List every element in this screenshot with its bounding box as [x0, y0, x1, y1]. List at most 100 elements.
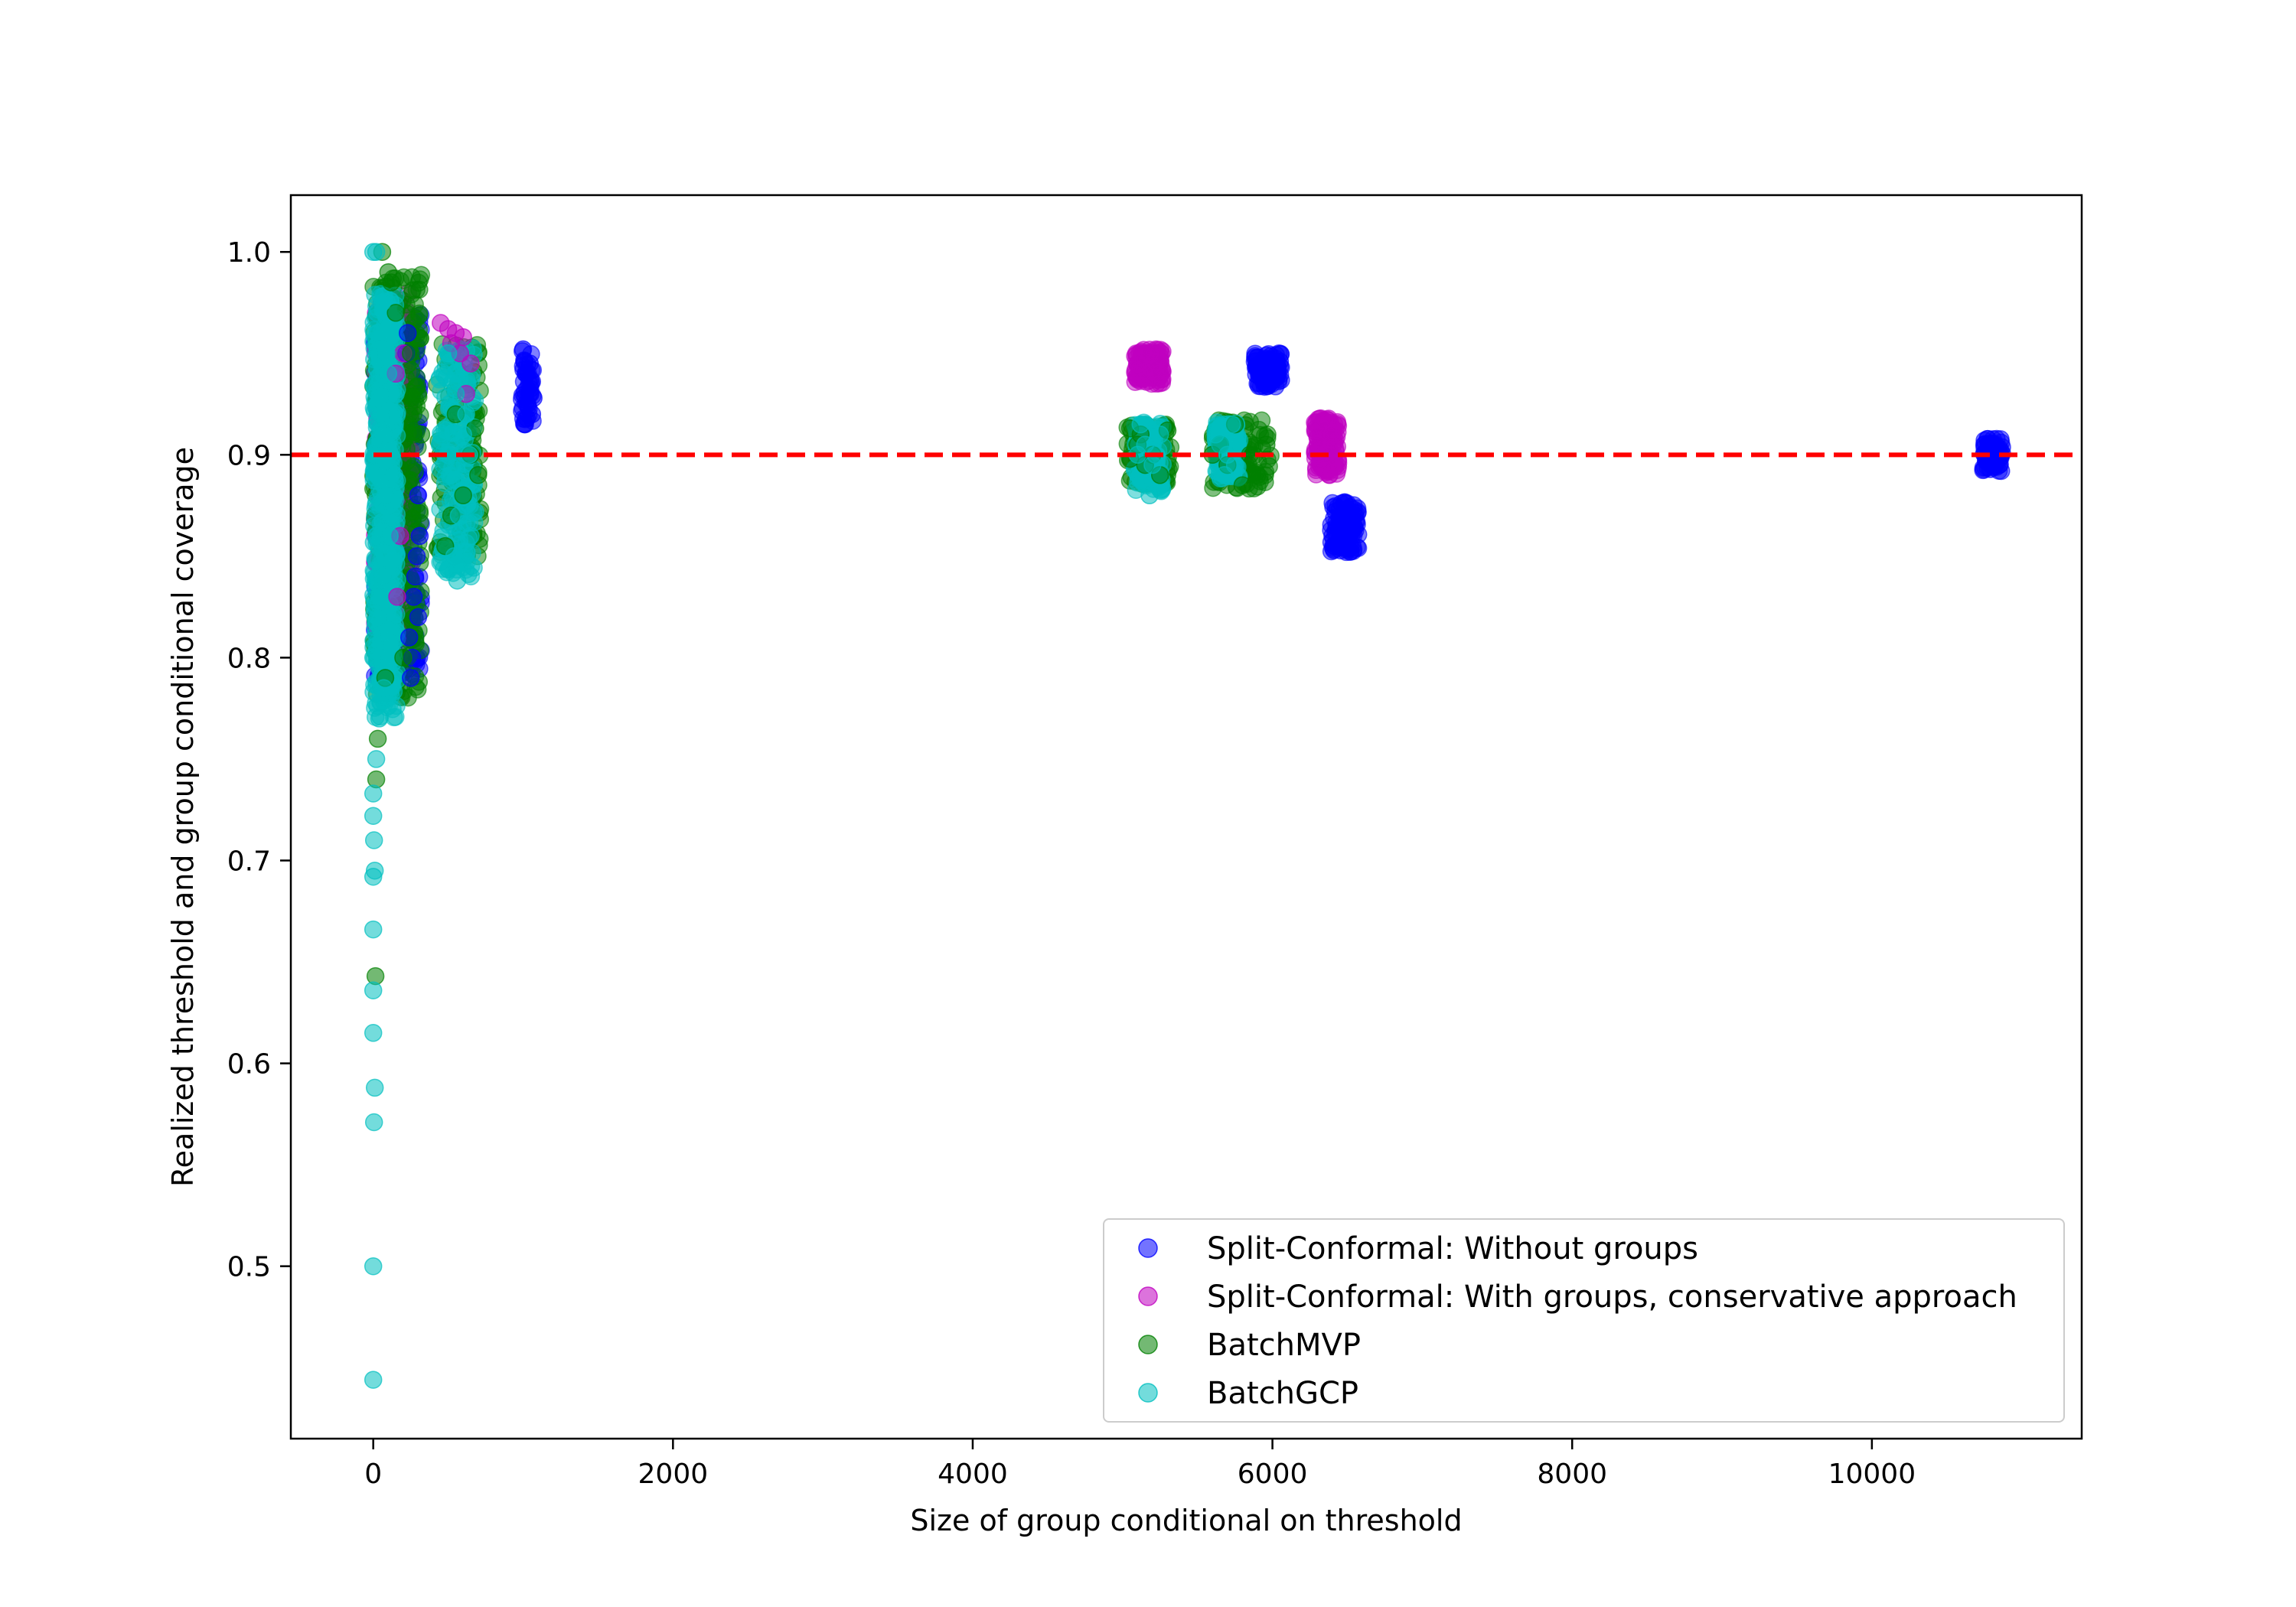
data-point	[364, 981, 383, 999]
data-point	[373, 567, 392, 586]
y-tick-label: 0.7	[227, 846, 271, 877]
data-point	[367, 304, 386, 322]
data-point	[364, 1371, 383, 1389]
data-point	[377, 344, 396, 363]
data-point	[439, 344, 458, 363]
data-point	[409, 486, 428, 505]
data-point	[364, 920, 383, 939]
data-point	[364, 648, 383, 667]
cluster-point	[403, 502, 422, 521]
cluster-point	[430, 435, 449, 455]
data-point	[394, 648, 413, 667]
data-point	[398, 324, 417, 343]
data-point	[364, 784, 383, 803]
data-point	[469, 466, 488, 484]
data-point	[1342, 523, 1362, 541]
data-point	[365, 1078, 384, 1097]
data-point	[1248, 466, 1267, 484]
data-point	[1146, 352, 1165, 371]
data-point	[1325, 541, 1343, 559]
data-point	[364, 1024, 383, 1042]
data-point	[379, 364, 398, 383]
data-point	[1206, 425, 1225, 444]
data-point	[388, 588, 406, 606]
plot-frame	[289, 194, 2083, 1440]
cluster-point	[365, 468, 383, 487]
data-point	[1150, 425, 1169, 444]
data-point	[1981, 460, 2000, 478]
data-point	[517, 409, 536, 428]
data-point	[1222, 415, 1241, 434]
x-tick-label: 4000	[938, 1459, 1008, 1490]
x-tick-label: 10000	[1828, 1459, 1916, 1490]
y-tick-label: 1.0	[227, 237, 271, 269]
data-point	[364, 1113, 383, 1132]
data-point	[370, 588, 389, 606]
data-point	[1233, 476, 1252, 494]
data-point	[385, 466, 403, 484]
data-point	[446, 385, 465, 403]
data-point	[386, 304, 405, 322]
y-tick-label: 0.8	[227, 643, 271, 674]
data-point	[1257, 435, 1276, 454]
y-axis-ticks: 0.5 0.6 0.7 0.8 0.9 1.0	[227, 237, 291, 1283]
data-point	[364, 831, 383, 849]
cluster-point	[1250, 420, 1268, 439]
data-point	[457, 405, 475, 424]
data-point	[382, 507, 400, 525]
x-tick-label: 0	[364, 1459, 382, 1490]
data-point	[386, 385, 405, 403]
data-point	[376, 486, 395, 505]
data-point	[442, 466, 461, 484]
data-point	[401, 669, 420, 687]
data-point	[382, 273, 400, 292]
data-point	[409, 608, 428, 627]
data-point	[1257, 346, 1276, 365]
data-point	[466, 502, 484, 521]
data-point	[374, 425, 393, 444]
legend-label: BatchGCP	[1207, 1376, 1358, 1411]
data-point	[448, 571, 467, 590]
data-point	[524, 389, 543, 407]
data-point	[1140, 486, 1159, 505]
data-point	[1137, 373, 1156, 391]
x-axis-ticks: 0 2000 4000 6000 8000 10000	[364, 1439, 1916, 1490]
y-axis-label: Realized threshold and group conditional…	[166, 447, 200, 1187]
cluster-point	[366, 549, 384, 568]
data-point	[371, 405, 390, 424]
y-tick-label: 0.9	[227, 440, 271, 471]
legend-marker	[1138, 1383, 1158, 1403]
legend-label: BatchMVP	[1207, 1328, 1361, 1363]
legend: Split-Conformal: Without groups Split-Con…	[1103, 1218, 2065, 1423]
data-point	[1314, 411, 1332, 429]
data-point	[364, 807, 383, 825]
data-point	[401, 344, 420, 363]
data-point	[407, 547, 426, 566]
y-tick-label: 0.5	[227, 1252, 271, 1283]
data-point	[1332, 494, 1351, 513]
data-point	[368, 608, 387, 627]
data-point	[367, 243, 386, 261]
data-point	[1317, 461, 1336, 481]
data-point	[380, 526, 399, 546]
data-point	[454, 425, 472, 444]
data-point	[404, 588, 423, 606]
x-tick-label: 6000	[1238, 1459, 1308, 1490]
data-point	[368, 729, 387, 748]
data-points	[364, 243, 2009, 1389]
data-point	[400, 628, 419, 647]
dense-point-clusters	[364, 266, 2011, 727]
data-point	[374, 679, 393, 697]
data-point	[1264, 368, 1283, 387]
data-point	[367, 750, 386, 768]
legend-marker	[1138, 1335, 1158, 1354]
data-point	[520, 354, 540, 373]
cluster-point	[465, 559, 483, 577]
data-point	[1131, 415, 1150, 434]
data-point	[445, 547, 464, 566]
y-tick-label: 0.6	[227, 1049, 271, 1081]
data-point	[410, 526, 429, 546]
data-point	[461, 526, 480, 546]
data-point	[449, 507, 468, 525]
